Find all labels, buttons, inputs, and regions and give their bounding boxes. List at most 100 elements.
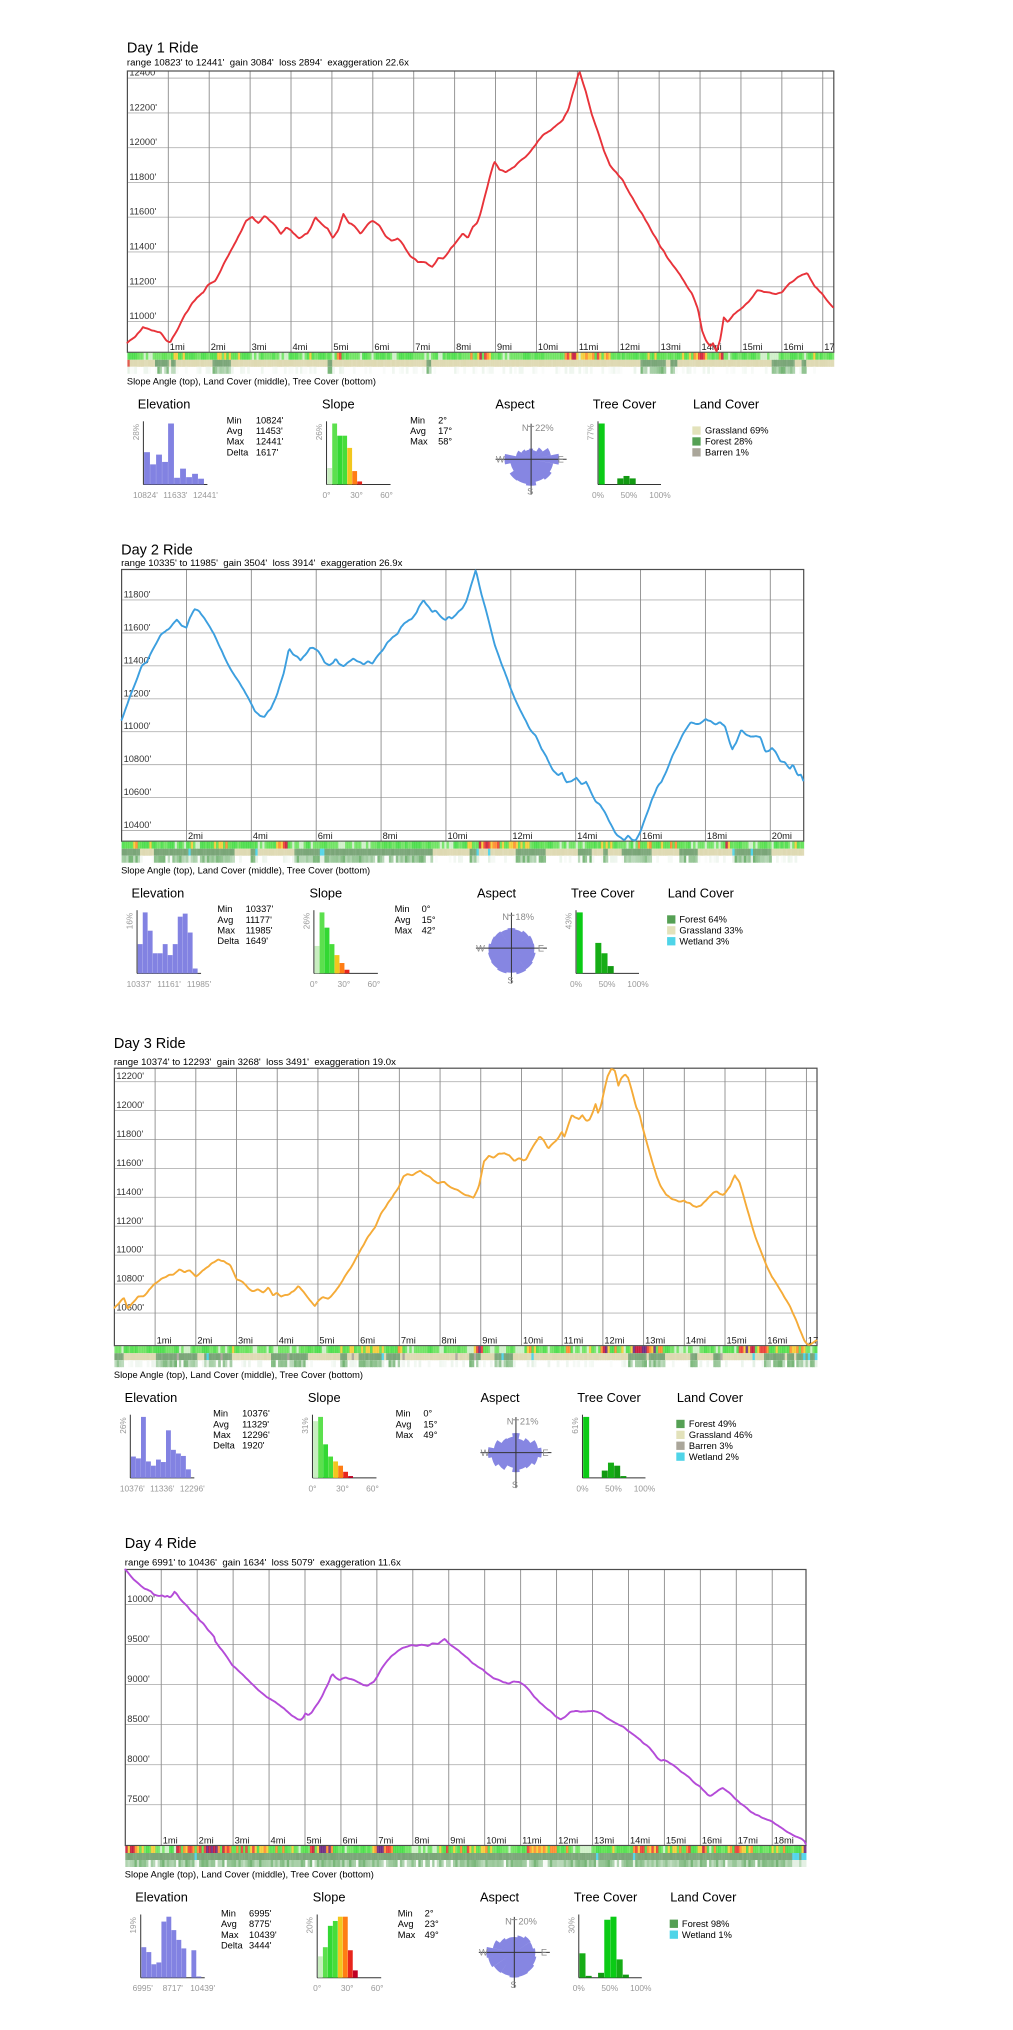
svg-text:61%: 61% — [571, 1417, 580, 1433]
svg-text:12mi: 12mi — [558, 1835, 578, 1845]
svg-text:11400': 11400' — [124, 655, 151, 665]
svg-text:4mi: 4mi — [271, 1835, 286, 1845]
svg-text:14mi: 14mi — [577, 831, 597, 841]
svg-text:Avg: Avg — [395, 915, 411, 925]
svg-text:Forest 98%: Forest 98% — [682, 1919, 730, 1929]
svg-text:Day 4 Ride: Day 4 Ride — [125, 1536, 197, 1552]
svg-text:11000': 11000' — [116, 1245, 143, 1255]
svg-text:50%: 50% — [621, 490, 638, 500]
svg-text:15mi: 15mi — [742, 342, 762, 352]
svg-text:18%: 18% — [515, 912, 534, 922]
svg-text:Tree Cover: Tree Cover — [593, 397, 657, 412]
svg-text:3444': 3444' — [249, 1940, 272, 1950]
svg-text:16mi: 16mi — [767, 1336, 787, 1346]
svg-text:17mi: 17mi — [738, 1835, 758, 1845]
svg-text:8717': 8717' — [163, 1983, 184, 1993]
svg-text:8500': 8500' — [127, 1714, 150, 1724]
svg-text:50%: 50% — [599, 979, 616, 989]
svg-text:14mi: 14mi — [702, 342, 722, 352]
svg-text:14mi: 14mi — [686, 1336, 706, 1346]
svg-text:11mi: 11mi — [522, 1835, 541, 1845]
svg-text:N: N — [505, 1916, 512, 1926]
svg-text:11800': 11800' — [129, 172, 156, 182]
svg-text:3mi: 3mi — [238, 1336, 253, 1346]
svg-text:11400': 11400' — [116, 1187, 143, 1197]
svg-text:10400': 10400' — [124, 820, 152, 830]
svg-text:Slope: Slope — [313, 1890, 346, 1905]
svg-text:1mi: 1mi — [170, 342, 185, 352]
svg-text:10mi: 10mi — [447, 831, 467, 841]
svg-text:14mi: 14mi — [630, 1835, 650, 1845]
svg-text:22%: 22% — [535, 423, 554, 433]
svg-text:77%: 77% — [587, 424, 596, 440]
svg-text:Slope: Slope — [309, 885, 342, 900]
svg-text:Forest 28%: Forest 28% — [705, 437, 753, 447]
svg-text:16%: 16% — [126, 913, 135, 929]
svg-text:S: S — [512, 1480, 518, 1490]
svg-text:11200': 11200' — [116, 1216, 143, 1226]
svg-text:17: 17 — [808, 1336, 818, 1346]
svg-text:Day 3 Ride: Day 3 Ride — [114, 1036, 186, 1052]
svg-text:Aspect: Aspect — [477, 885, 517, 900]
svg-text:Min: Min — [213, 1409, 228, 1419]
svg-text:2mi: 2mi — [188, 831, 203, 841]
svg-text:Wetland 1%: Wetland 1% — [682, 1930, 732, 1940]
svg-text:12mi: 12mi — [604, 1336, 624, 1346]
svg-text:2mi: 2mi — [211, 342, 226, 352]
svg-text:9000': 9000' — [127, 1674, 150, 1684]
svg-text:Tree Cover: Tree Cover — [574, 1890, 638, 1905]
svg-text:20%: 20% — [518, 1916, 537, 1926]
svg-text:E: E — [558, 454, 564, 464]
svg-text:30°: 30° — [336, 1483, 349, 1493]
svg-text:0°: 0° — [422, 904, 431, 914]
svg-text:Delta: Delta — [213, 1441, 236, 1451]
svg-text:6995': 6995' — [249, 1909, 272, 1919]
svg-text:10439': 10439' — [249, 1930, 277, 1940]
svg-text:11600': 11600' — [124, 622, 151, 632]
svg-text:0%: 0% — [573, 1983, 586, 1993]
svg-text:range 10374' to 12293' gain 3: range 10374' to 12293' gain 3268' loss 3… — [114, 1057, 396, 1068]
svg-text:10376': 10376' — [120, 1483, 145, 1493]
svg-text:W: W — [481, 1448, 490, 1458]
svg-text:N: N — [502, 912, 509, 922]
svg-text:Slope Angle (top), Land Cover: Slope Angle (top), Land Cover (middle), … — [121, 865, 370, 875]
svg-text:Elevation: Elevation — [125, 1390, 178, 1405]
svg-text:Avg: Avg — [217, 915, 233, 925]
svg-text:12200': 12200' — [116, 1071, 144, 1081]
svg-text:4mi: 4mi — [253, 831, 268, 841]
svg-text:11000': 11000' — [124, 721, 151, 731]
svg-text:10337': 10337' — [246, 904, 274, 914]
svg-text:7500': 7500' — [127, 1794, 150, 1804]
svg-text:Max: Max — [395, 926, 413, 936]
svg-text:Delta: Delta — [227, 447, 250, 457]
svg-text:5mi: 5mi — [306, 1835, 321, 1845]
svg-text:10600': 10600' — [124, 787, 152, 797]
svg-text:1mi: 1mi — [163, 1835, 178, 1845]
svg-text:30°: 30° — [350, 490, 363, 500]
svg-text:0°: 0° — [313, 1983, 321, 1993]
svg-text:11mi: 11mi — [564, 1336, 583, 1346]
svg-text:11336': 11336' — [150, 1483, 175, 1493]
svg-text:12200': 12200' — [129, 102, 157, 112]
svg-text:11000': 11000' — [129, 311, 156, 321]
svg-text:10824': 10824' — [256, 415, 284, 425]
svg-text:16mi: 16mi — [702, 1835, 722, 1845]
svg-text:10mi: 10mi — [523, 1336, 543, 1346]
svg-text:11177': 11177' — [246, 915, 272, 925]
svg-text:16mi: 16mi — [642, 831, 662, 841]
svg-text:42°: 42° — [422, 926, 436, 936]
svg-text:12000': 12000' — [116, 1100, 144, 1110]
svg-text:3mi: 3mi — [252, 342, 267, 352]
svg-text:10824': 10824' — [133, 490, 158, 500]
svg-text:Aspect: Aspect — [480, 1390, 520, 1405]
svg-text:11161': 11161' — [157, 979, 181, 989]
svg-text:100%: 100% — [634, 1483, 656, 1493]
svg-text:12mi: 12mi — [620, 342, 640, 352]
svg-text:8mi: 8mi — [442, 1336, 457, 1346]
svg-text:Land Cover: Land Cover — [693, 397, 760, 412]
svg-text:Forest 64%: Forest 64% — [679, 915, 727, 925]
svg-text:17: 17 — [824, 342, 834, 352]
svg-text:10600': 10600' — [116, 1303, 144, 1313]
svg-text:3mi: 3mi — [235, 1835, 250, 1845]
svg-text:43%: 43% — [565, 913, 574, 929]
